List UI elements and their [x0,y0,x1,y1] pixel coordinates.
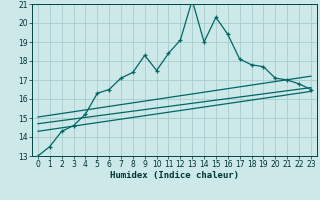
X-axis label: Humidex (Indice chaleur): Humidex (Indice chaleur) [110,171,239,180]
